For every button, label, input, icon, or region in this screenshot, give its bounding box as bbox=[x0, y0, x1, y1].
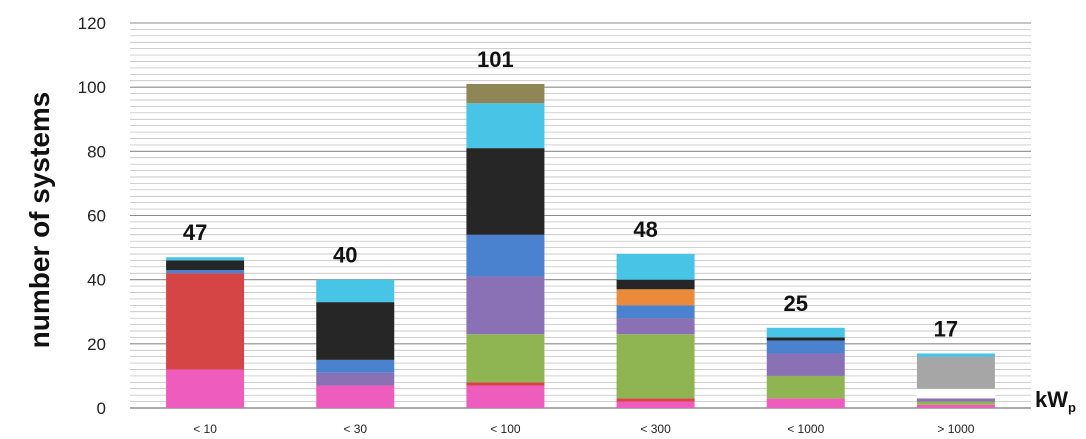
bar-segment-gray bbox=[916, 356, 995, 389]
x-category-label: < 300 bbox=[640, 422, 671, 436]
bar-segment-pink bbox=[766, 398, 845, 408]
bar-total-label: 17 bbox=[934, 316, 958, 341]
y-tick-label: 0 bbox=[97, 399, 106, 418]
bar-segment-purple bbox=[616, 318, 695, 335]
bar-segment-purple bbox=[466, 276, 545, 335]
bar-segment-blue bbox=[166, 270, 245, 274]
bar-segment-black bbox=[766, 337, 845, 341]
x-category-label: < 30 bbox=[343, 422, 367, 436]
bar-segment-blue bbox=[466, 234, 545, 277]
bar-segment-cyan bbox=[916, 353, 995, 357]
x-category-label: < 10 bbox=[193, 422, 217, 436]
bar-segment-cyan bbox=[316, 279, 395, 303]
bar-segment-black bbox=[616, 279, 695, 290]
bar-segment-red bbox=[166, 273, 245, 370]
y-tick-label: 60 bbox=[87, 207, 106, 226]
bar-segment-red bbox=[616, 398, 695, 402]
bar-segment-blue bbox=[766, 340, 845, 354]
bar-segment-orange bbox=[616, 289, 695, 306]
bar-segment-green bbox=[616, 334, 695, 399]
bar-total-label: 48 bbox=[633, 217, 657, 242]
bar-segment-purple bbox=[316, 372, 395, 386]
bar-segment-blue bbox=[316, 359, 395, 373]
bar-segment-pink bbox=[616, 401, 695, 408]
bar-total-label: 25 bbox=[784, 291, 808, 316]
bar-segment-purple bbox=[766, 353, 845, 376]
bar-segment-green bbox=[766, 375, 845, 399]
bar-segment-cyan bbox=[166, 257, 245, 261]
bar-segment-olive bbox=[466, 83, 545, 104]
bar-segment-black bbox=[316, 302, 395, 360]
bar-segment-black bbox=[466, 148, 545, 235]
bar-segment-blue bbox=[616, 305, 695, 319]
x-axis-unit: kWp bbox=[1035, 387, 1076, 415]
bar-segment-cyan bbox=[766, 327, 845, 338]
bar-total-label: 47 bbox=[183, 220, 207, 245]
bar-segment-purple bbox=[916, 398, 995, 402]
bar-segment-cyan bbox=[466, 103, 545, 149]
bar-segment-white bbox=[916, 388, 995, 399]
bar-segment-cyan bbox=[616, 254, 695, 280]
y-tick-label: 100 bbox=[78, 78, 106, 97]
x-category-label: < 100 bbox=[490, 422, 521, 436]
y-tick-label: 120 bbox=[78, 14, 106, 33]
bar-segment-pink bbox=[166, 369, 245, 408]
y-tick-label: 20 bbox=[87, 335, 106, 354]
bar-segment-green bbox=[466, 334, 545, 383]
unit-subscript: p bbox=[1068, 400, 1076, 415]
bar-segment-red bbox=[466, 382, 545, 386]
bar-segment-pink bbox=[316, 385, 395, 408]
y-tick-label: 40 bbox=[87, 271, 106, 290]
bar-segment-pink bbox=[916, 404, 995, 408]
bar-segment-green bbox=[916, 401, 995, 405]
bar-total-label: 101 bbox=[477, 47, 514, 72]
bar-total-label: 40 bbox=[333, 243, 357, 268]
y-tick-label: 80 bbox=[87, 142, 106, 161]
unit-label: kW bbox=[1035, 387, 1068, 412]
x-category-label: < 1000 bbox=[787, 422, 824, 436]
bar-segment-black bbox=[166, 260, 245, 271]
x-category-label: > 1000 bbox=[937, 422, 974, 436]
bar-segment-pink bbox=[466, 385, 545, 408]
